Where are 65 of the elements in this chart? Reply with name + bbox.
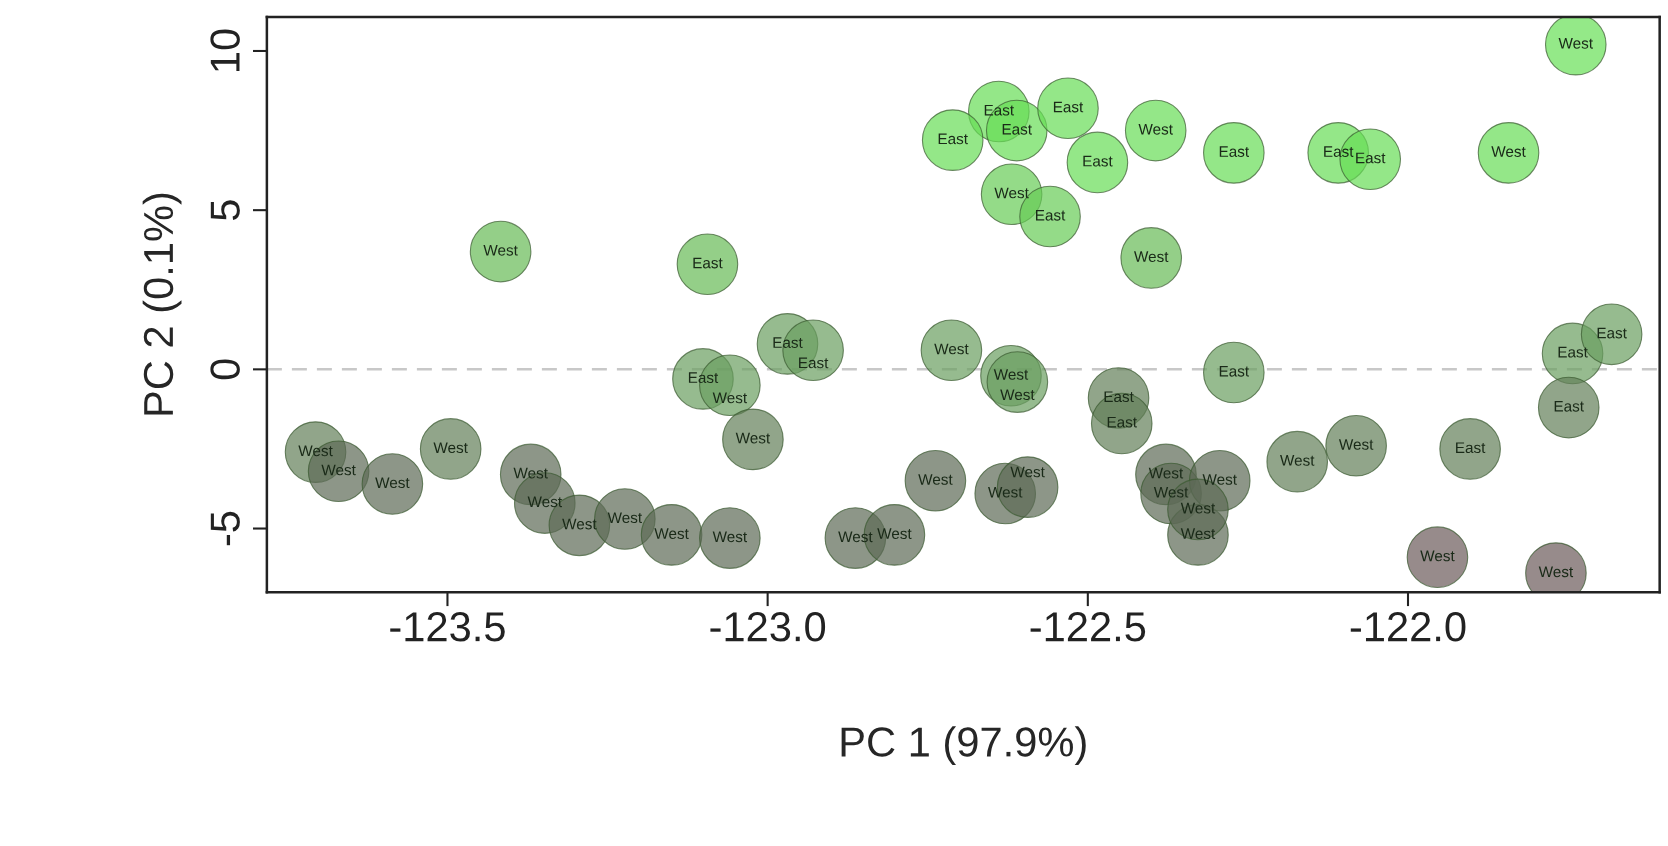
annotation: West	[838, 531, 873, 543]
annotation: West	[934, 343, 969, 355]
annotation: West	[1558, 38, 1593, 49]
x-axis-title: PC 1 (97.9%)	[841, 726, 1086, 765]
annotation: East	[938, 133, 968, 145]
y-tick-label: 10	[210, 29, 240, 71]
annotation: West	[712, 392, 748, 404]
annotation: East	[1104, 391, 1134, 403]
annotation: West	[918, 474, 953, 485]
annotation: West	[1000, 389, 1035, 401]
y-tick-label: 5	[210, 200, 240, 221]
annotation: East	[1558, 346, 1588, 358]
annotation: West	[607, 512, 642, 524]
annotation: East	[1356, 152, 1386, 164]
annotation: East	[773, 337, 803, 348]
annotation: West	[433, 442, 468, 454]
annotation: West	[513, 467, 548, 479]
annotation: West	[877, 528, 912, 539]
y-tick-label: -5	[210, 511, 240, 546]
annotation: West	[994, 187, 1029, 199]
annotation: East	[1597, 327, 1627, 339]
annotation: East	[1036, 209, 1066, 221]
annotation: East	[1107, 416, 1137, 428]
annotation: West	[1538, 566, 1574, 578]
x-tick-label: -123.5	[390, 612, 505, 642]
x-tick-label: -122.0	[1350, 612, 1466, 642]
annotation: West	[1148, 467, 1184, 479]
annotation: West	[654, 528, 689, 539]
annotation: East	[1219, 365, 1249, 377]
annotation: West	[1338, 439, 1374, 450]
annotation: West	[1153, 486, 1189, 498]
annotation: West	[1134, 251, 1169, 263]
annotation: East	[1324, 146, 1354, 157]
x-tick-label: -123.0	[710, 612, 826, 642]
annotation: West	[712, 531, 748, 543]
annotation: East	[1053, 101, 1084, 113]
annotation: West	[375, 477, 410, 489]
annotation: West	[1202, 474, 1237, 485]
annotation: East	[799, 357, 829, 369]
annotation: East	[688, 372, 719, 383]
annotation: West	[735, 432, 771, 444]
annotation: East	[1002, 124, 1032, 135]
annotation: East	[984, 104, 1014, 116]
annotation: West	[1180, 528, 1216, 539]
annotation: West	[1180, 502, 1216, 514]
annotation: West	[1138, 124, 1173, 135]
annotation: West	[988, 486, 1023, 498]
annotation: East	[1083, 155, 1113, 167]
annotation: West	[298, 445, 333, 457]
annotation: West	[1491, 146, 1526, 157]
annotation: West	[993, 369, 1029, 380]
annotation: West	[1420, 550, 1455, 562]
annotation: East	[1219, 146, 1249, 157]
y-tick-label: 0	[210, 359, 240, 380]
annotation: West	[562, 518, 597, 530]
annotation: West	[483, 244, 518, 256]
annotation: West	[321, 464, 356, 476]
annotation: East	[1456, 442, 1486, 454]
annotation: East	[1554, 400, 1584, 412]
y-axis-title: PC 2 (0.1%)	[142, 193, 182, 415]
x-tick-label: -122.5	[1030, 612, 1146, 642]
annotation: West	[1010, 466, 1045, 478]
annotation: East	[693, 257, 723, 269]
annotation: West	[527, 496, 562, 508]
annotation: West	[1280, 455, 1315, 466]
